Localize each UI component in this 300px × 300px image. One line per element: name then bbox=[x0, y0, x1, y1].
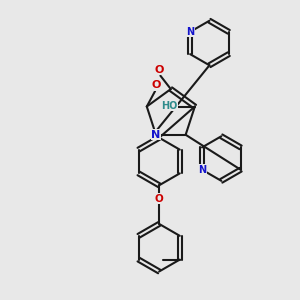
Text: N: N bbox=[151, 130, 160, 140]
Text: O: O bbox=[154, 65, 164, 75]
Text: O: O bbox=[155, 194, 164, 204]
Text: N: N bbox=[186, 27, 194, 37]
Text: N: N bbox=[198, 165, 206, 175]
Text: O: O bbox=[151, 80, 160, 90]
Text: HO: HO bbox=[161, 101, 178, 111]
